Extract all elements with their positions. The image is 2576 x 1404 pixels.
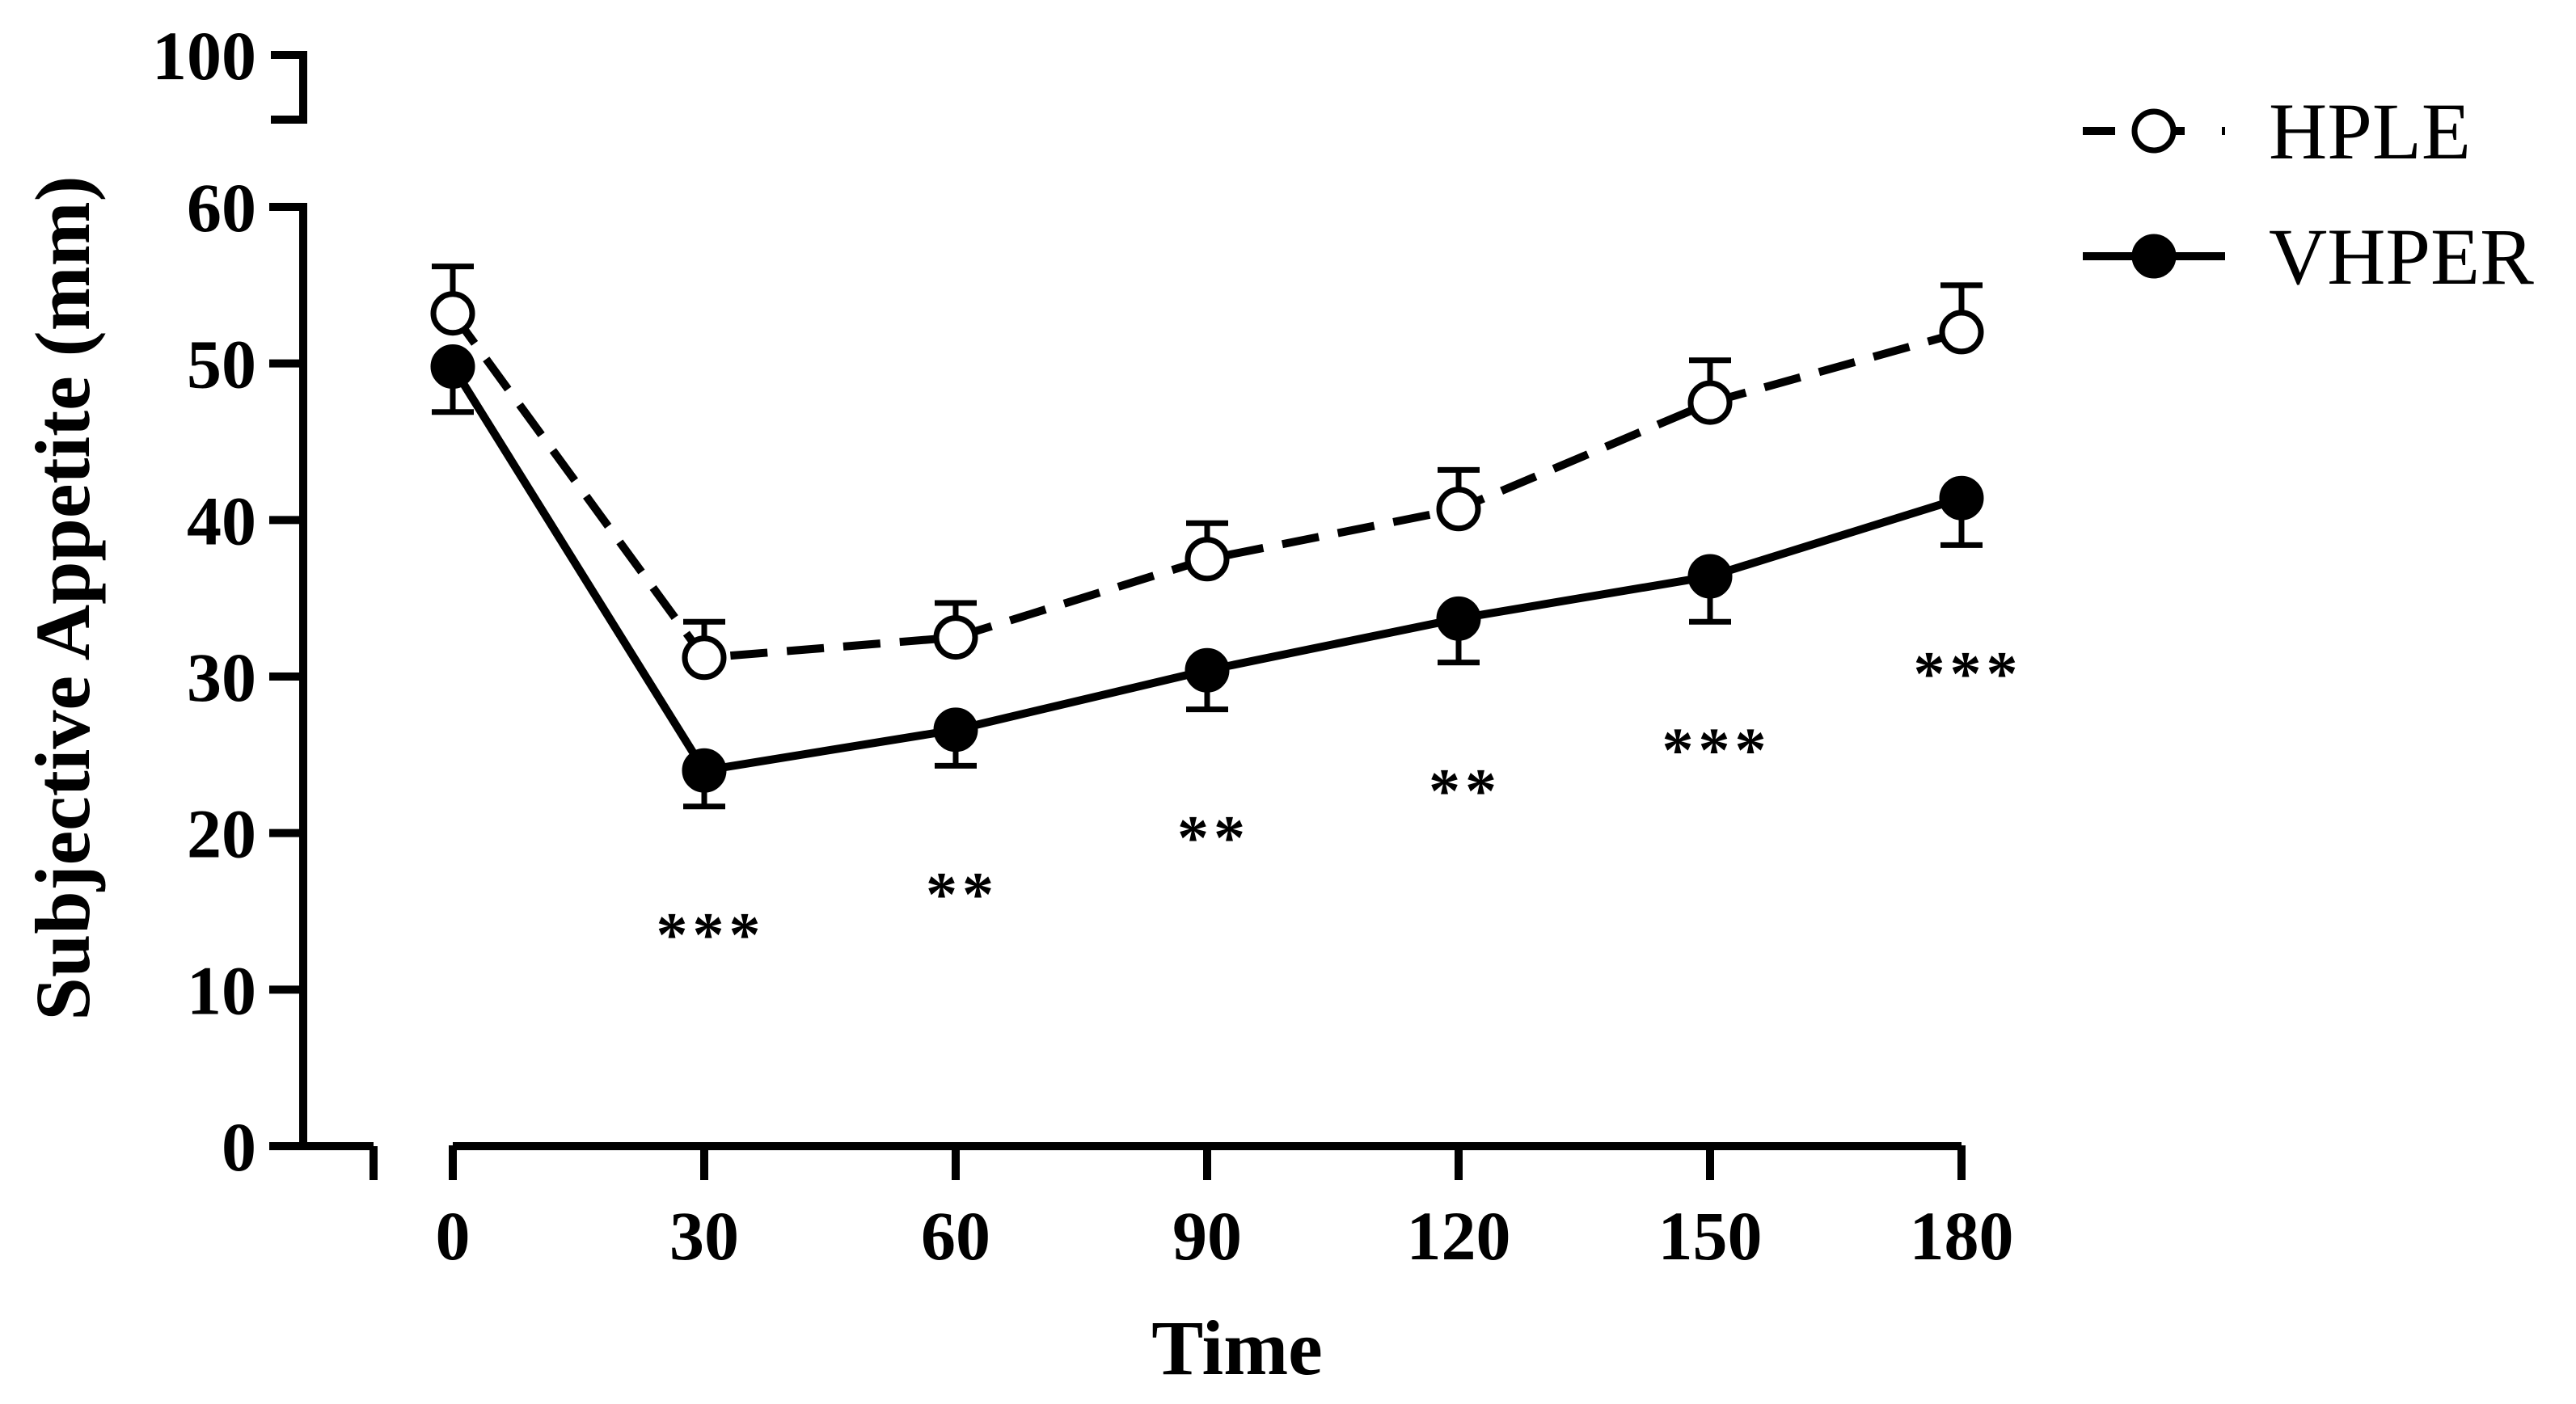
significance-marker: *** bbox=[1914, 638, 2023, 708]
x-tick-label: 90 bbox=[1172, 1197, 1242, 1275]
vhper-point bbox=[1185, 647, 1230, 693]
hple-point bbox=[933, 615, 978, 660]
y-axis-break-bracket bbox=[271, 51, 307, 124]
significance-marker: ** bbox=[1429, 756, 1501, 826]
significance-marker: *** bbox=[657, 900, 766, 970]
hple-point bbox=[1436, 487, 1481, 532]
x-tick-label: 150 bbox=[1658, 1197, 1763, 1275]
hple-point bbox=[1185, 537, 1230, 582]
vhper-point bbox=[1436, 596, 1481, 641]
legend: HPLE VHPER bbox=[2083, 86, 2534, 301]
legend-hple-marker bbox=[2131, 108, 2177, 154]
x-tick-label: 180 bbox=[1910, 1197, 2014, 1275]
y-tick-label: 20 bbox=[187, 795, 256, 873]
vhper-point bbox=[1939, 475, 1984, 521]
significance-marker: ** bbox=[926, 858, 999, 929]
vhper-point bbox=[430, 344, 475, 390]
x-tick-label: 60 bbox=[921, 1197, 990, 1275]
legend-hple-label: HPLE bbox=[2269, 86, 2471, 176]
y-tick-label: 10 bbox=[187, 951, 256, 1029]
x-tick-label: 0 bbox=[436, 1197, 471, 1275]
vhper-point bbox=[933, 707, 978, 753]
hple-point bbox=[1687, 380, 1733, 425]
y-tick-label: 50 bbox=[187, 326, 256, 403]
y-tick-label: 0 bbox=[222, 1108, 256, 1186]
legend-vhper-marker bbox=[2131, 234, 2177, 279]
y-tick-label: 60 bbox=[187, 169, 256, 247]
hple-point bbox=[682, 635, 727, 681]
vhper-point bbox=[1687, 554, 1733, 599]
significance-marker: ** bbox=[1177, 803, 1250, 873]
hple-line bbox=[449, 310, 1963, 662]
x-axis-title: Time bbox=[1151, 1305, 1323, 1391]
hple-point bbox=[430, 291, 475, 336]
x-tick-label: 120 bbox=[1407, 1197, 1511, 1275]
y-tick-label: 30 bbox=[187, 639, 256, 716]
series-group: *************** bbox=[430, 264, 2023, 970]
y-tick-label: 40 bbox=[187, 482, 256, 559]
y-axis-title: Subjective Appetite (mm) bbox=[19, 175, 106, 1020]
y-tick-label: 100 bbox=[152, 17, 256, 95]
axes: 0 10 20 30 40 50 60 100 0 30 60 90 120 150 180 bbox=[152, 17, 2014, 1275]
legend-vhper-label: VHPER bbox=[2269, 212, 2534, 301]
x-tick-label: 30 bbox=[669, 1197, 739, 1275]
vhper-point bbox=[682, 748, 727, 793]
hple-point bbox=[1939, 310, 1984, 355]
significance-marker: *** bbox=[1662, 715, 1772, 785]
